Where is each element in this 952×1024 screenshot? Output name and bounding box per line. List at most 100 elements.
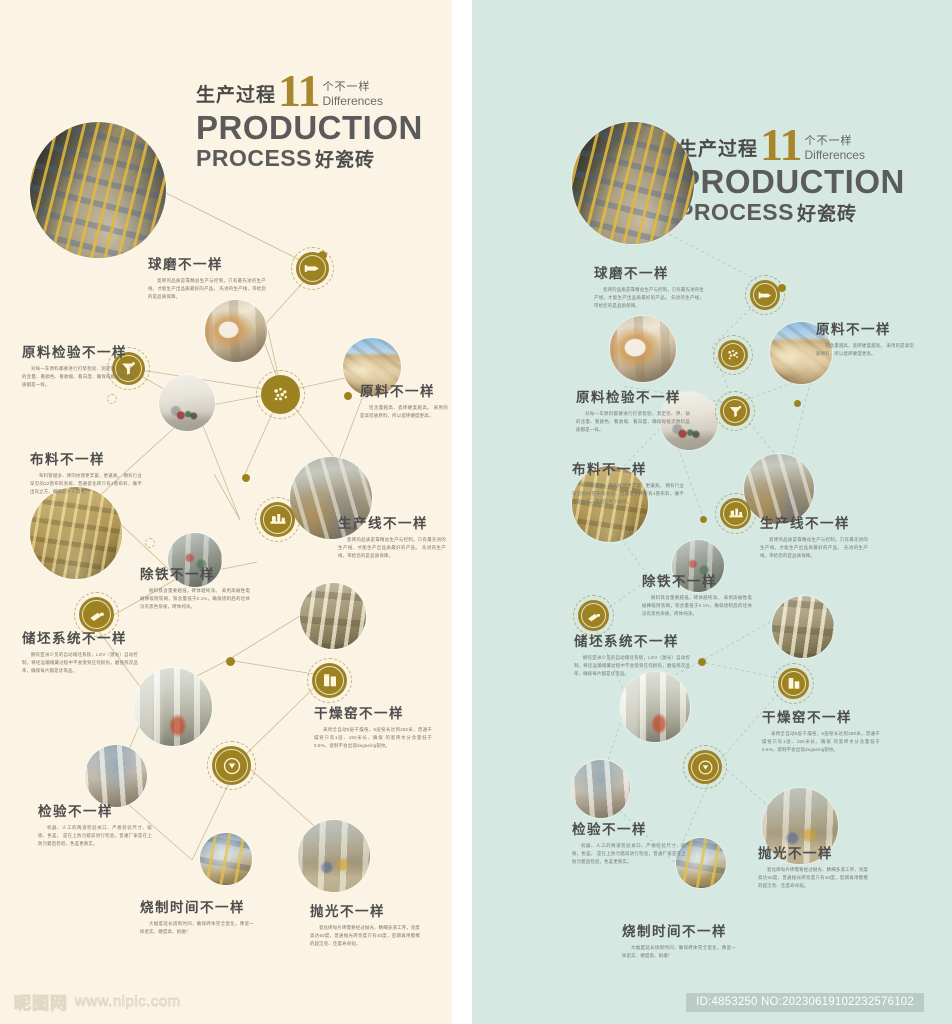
photo-bubble-dryer	[300, 583, 366, 649]
photo-bubble-lab	[159, 375, 215, 431]
node-block-ball-mill: 球磨不一样 瓷砖的品质是靠精益生产与控制，只有最先进的生产线，才能生产出品质最好…	[148, 253, 266, 301]
magnet-icon[interactable]	[74, 592, 119, 637]
node-body: 大幅度延长烧制时间，确保砖体完全瓷化，像瓷一样密实、硬度高、耐磨！	[622, 945, 736, 958]
photo-bubble-firing	[676, 838, 726, 888]
node-block-raw-material: 原料不一样 铝含量越高、瓷砖硬度越高。 采用的是高铝质原料，所以瓷砖硬度更高。	[360, 380, 448, 420]
node-title: 生产线不一样	[338, 516, 428, 531]
heading-side-en: Differences	[804, 148, 865, 162]
photo-bubble-storage	[620, 672, 690, 742]
photo-bubble-ball-mill	[205, 300, 267, 362]
node-title: 球磨不一样	[594, 266, 669, 281]
ball-mill-icon[interactable]	[745, 275, 785, 315]
photo-bubble-raw-material	[770, 322, 832, 384]
node-block-storage-system: 储坯系统不一样 拥有亚洲少见的自动储坯系统，LGV（激光）自动控制，将坯运输储藏…	[22, 627, 138, 675]
node-title: 原料不一样	[360, 384, 435, 399]
node-block-firing-time: 烧制时间不一样 大幅度延长烧制时间，确保砖体完全瓷化，像瓷一样密实、硬度高、耐磨…	[622, 920, 736, 960]
heading-cn-prefix: 生产过程	[196, 85, 277, 106]
stock-id-badge: ID:4853250 NO:20230619102232576102	[686, 993, 924, 1012]
photo-bubble-production-line	[290, 457, 372, 539]
node-block-dryer-kiln: 干燥窑不一样 采用全自动5层干燥窑，5层窑长达到250米，普通干燥窑只有1层、1…	[762, 706, 880, 754]
poster-heading-right: 生产过程 11 个不一样 Differences PRODUCTION PROC…	[678, 119, 905, 226]
dryer-icon[interactable]	[773, 663, 814, 704]
production-line-icon[interactable]	[255, 497, 300, 542]
node-title: 原料检验不一样	[22, 345, 127, 360]
node-title: 抛光不一样	[758, 846, 833, 861]
polish-icon[interactable]	[683, 745, 727, 789]
node-body: 布料管越多、砖的纹理更丰富、更逼真。 拥有行业罕见的32管布料系统、普通瓷化砖只…	[572, 483, 684, 504]
node-title: 烧制时间不一样	[622, 924, 727, 939]
heading-number: 11	[760, 119, 802, 170]
heading-process: PROCESS	[678, 199, 794, 225]
watermark: 昵图网 www.nipic.com	[14, 989, 181, 1014]
node-body: 机器、人工的两道检验关口、严格检验尺寸、吸喷、色差。 是在上防污蜡前进行检验。普…	[572, 843, 686, 864]
node-body: 粉料铁含量要越低，砖体越纯净。 采用高磁性电磁棒吸附铁网，铁含量低于0.1%，确…	[642, 595, 752, 616]
node-body: 瓷化砖每片砖需要经过抛光、精细多道工序，亮度高达60度，普通抛光砖亮度只有40度…	[758, 867, 868, 888]
node-block-deironing: 除铁不一样 粉料铁含量要越低，砖体越纯净。 采用高磁性电磁棒吸附铁网，铁含量低于…	[642, 570, 752, 618]
node-title: 干燥窑不一样	[314, 706, 404, 721]
photo-bubble-deironing	[672, 540, 724, 592]
node-block-production-line: 生产线不一样 瓷砖的品质是靠精益生产与控制。只有最先进的生产线，才能生产出品质最…	[760, 512, 868, 560]
photo-bubble-deironing	[168, 533, 222, 587]
production-line-icon[interactable]	[715, 493, 756, 534]
photo-bubble-polishing	[298, 820, 370, 892]
connector-dot	[226, 657, 235, 666]
node-body: 对每一车原料都要进行打浆检验、测定铝、钾、钠的含量、看颜色、看收缩、看白度、确保…	[576, 411, 690, 432]
node-block-inspection: 检验不一样 机器、人工的两道检验关口、严格检验尺寸、吸喷、色差。 是在上防污蜡前…	[38, 800, 152, 848]
node-title: 球磨不一样	[148, 257, 223, 272]
node-block-deironing: 除铁不一样 粉料铁含量要越低，砖体越纯净。 采用高磁性电磁棒吸附铁网，铁含量低于…	[140, 563, 250, 611]
heading-side-cn: 个不一样	[804, 135, 853, 147]
dryer-icon[interactable]	[307, 658, 352, 703]
magnet-icon[interactable]	[573, 595, 614, 636]
node-body: 采用全自动5层干燥窑，5层窑长达到250米，普通干燥窑只有1层、150米长、确保…	[762, 731, 880, 752]
photo-bubble-ball-mill	[610, 316, 676, 382]
watermark-brand: 昵图网	[14, 994, 68, 1014]
node-title: 除铁不一样	[140, 567, 215, 582]
node-title: 布料不一样	[30, 452, 105, 467]
node-body: 布料管越多、砖的纹理更丰富、更逼真。 拥有行业罕见的32管布料系统、普通瓷化砖只…	[30, 473, 142, 494]
node-body: 大幅度延长烧制时间，确保砖体完全瓷化，像瓷一样密实、硬度高、耐磨！	[140, 921, 254, 934]
funnel-test-icon[interactable]	[107, 347, 150, 390]
heading-production: PRODUCTION	[678, 163, 905, 200]
heading-process: PROCESS	[196, 145, 312, 171]
node-body: 铝含量越高、瓷砖硬度越高。 采用的是高铝质原料，所以瓷砖硬度更高。	[816, 343, 914, 356]
node-block-dryer-kiln: 干燥窑不一样 采用全自动5层干燥窑，5层窑长达到250米，普通干燥窑只有1层、1…	[314, 702, 432, 750]
node-title: 烧制时间不一样	[140, 900, 245, 915]
funnel-test-icon[interactable]	[715, 391, 755, 431]
node-block-storage-system: 储坯系统不一样 拥有亚洲少见的自动储坯系统，LGV（激光）自动控制，将坯运输储藏…	[574, 630, 690, 678]
polish-icon[interactable]	[207, 741, 256, 790]
photo-bubble-distribution	[572, 466, 648, 542]
photo-bubble-kiln	[572, 122, 694, 244]
node-title: 储坯系统不一样	[22, 631, 127, 646]
photo-bubble-kiln	[30, 122, 166, 258]
node-title: 除铁不一样	[642, 574, 717, 589]
watermark-url: www.nipic.com	[75, 993, 181, 1011]
node-body: 瓷砖的品质是靠精益生产与控制。只有最先进的生产线，才能生产出品质最好的产品。 先…	[760, 537, 868, 558]
node-title: 抛光不一样	[310, 904, 385, 919]
photo-bubble-polishing	[762, 788, 838, 864]
heading-side-en: Differences	[322, 94, 383, 108]
connector-dot	[794, 400, 801, 407]
node-body: 拥有亚洲少见的自动储坯系统，LGV（激光）自动控制，将坯运输储藏过程中不会受到任…	[22, 652, 138, 673]
heading-row-top: 生产过程 11 个不一样 Differences	[196, 65, 423, 116]
photo-bubble-storage	[134, 668, 212, 746]
granule-icon[interactable]	[713, 335, 753, 375]
heading-tail-cn: 好瓷砖	[796, 204, 857, 225]
connector-dot	[700, 516, 707, 523]
poster-variant-cream: 生产过程 11 个不一样 Differences PRODUCTION PROC…	[0, 0, 452, 1024]
granule-icon[interactable]	[256, 370, 305, 419]
ball-mill-icon[interactable]	[291, 247, 334, 290]
node-body: 瓷化砖每片砖需要经过抛光、精细多道工序，亮度高达60度，普通抛光砖亮度只有40度…	[310, 925, 420, 946]
node-block-polishing: 抛光不一样 瓷化砖每片砖需要经过抛光、精细多道工序，亮度高达60度，普通抛光砖亮…	[310, 900, 420, 948]
node-block-production-line: 生产线不一样 瓷砖的品质是靠精益生产与控制。只有最先进的生产线，才能生产出品质最…	[338, 512, 446, 560]
heading-number: 11	[278, 65, 320, 116]
node-body: 拥有亚洲少见的自动储坯系统，LGV（激光）自动控制，将坯运输储藏过程中不会受到任…	[574, 655, 690, 676]
node-block-firing-time: 烧制时间不一样 大幅度延长烧制时间，确保砖体完全瓷化，像瓷一样密实、硬度高、耐磨…	[140, 896, 254, 936]
panel-divider	[452, 0, 472, 1024]
node-body: 采用全自动5层干燥窑，5层窑长达到250米，普通干燥窑只有1层、150米长、确保…	[314, 727, 432, 748]
node-title: 生产线不一样	[760, 516, 850, 531]
photo-bubble-distribution	[30, 487, 122, 579]
node-body: 瓷砖的品质是靠精益生产与控制，只有最先进的生产线，才能生产出品质最好的产品。 先…	[148, 278, 266, 299]
node-body: 粉料铁含量要越低，砖体越纯净。 采用高磁性电磁棒吸附铁网，铁含量低于0.1%，确…	[140, 588, 250, 609]
node-block-raw-material: 原料不一样 铝含量越高、瓷砖硬度越高。 采用的是高铝质原料，所以瓷砖硬度更高。	[816, 318, 914, 358]
